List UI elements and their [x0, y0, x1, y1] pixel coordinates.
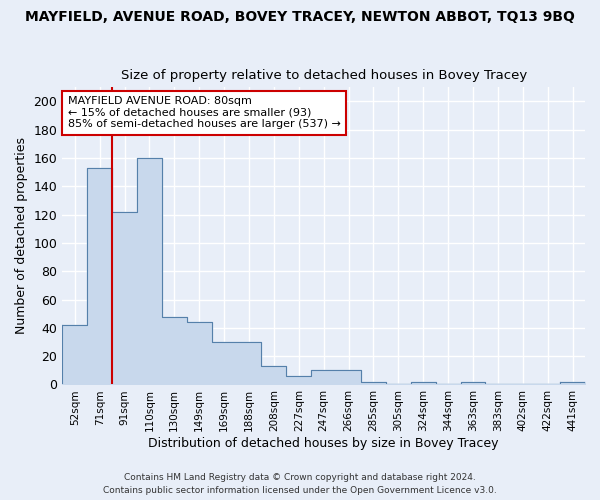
X-axis label: Distribution of detached houses by size in Bovey Tracey: Distribution of detached houses by size … [148, 437, 499, 450]
Text: MAYFIELD, AVENUE ROAD, BOVEY TRACEY, NEWTON ABBOT, TQ13 9BQ: MAYFIELD, AVENUE ROAD, BOVEY TRACEY, NEW… [25, 10, 575, 24]
Text: MAYFIELD AVENUE ROAD: 80sqm
← 15% of detached houses are smaller (93)
85% of sem: MAYFIELD AVENUE ROAD: 80sqm ← 15% of det… [68, 96, 340, 130]
Title: Size of property relative to detached houses in Bovey Tracey: Size of property relative to detached ho… [121, 69, 527, 82]
Y-axis label: Number of detached properties: Number of detached properties [15, 138, 28, 334]
Text: Contains HM Land Registry data © Crown copyright and database right 2024.
Contai: Contains HM Land Registry data © Crown c… [103, 474, 497, 495]
